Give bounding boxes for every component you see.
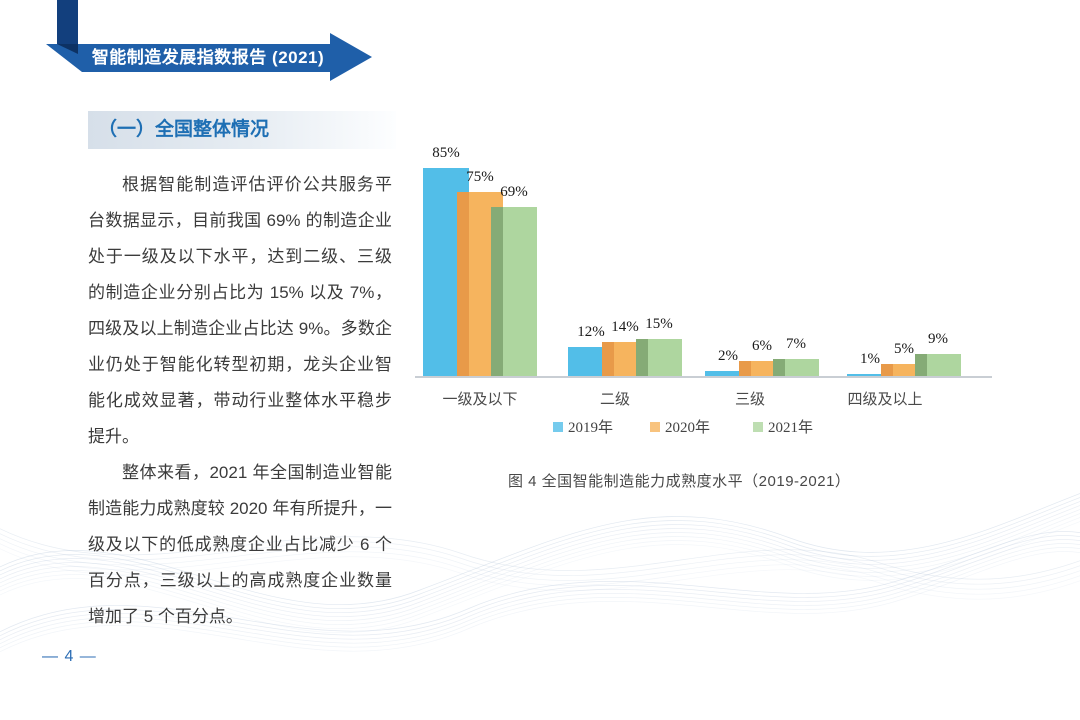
body-text: 根据智能制造评估评价公共服务平台数据显示，目前我国 69% 的制造企业处于一级及…: [88, 167, 392, 635]
x-axis-label: 三级: [734, 391, 765, 408]
bar-2019年-四级及以上: [847, 373, 893, 376]
body-paragraph-2: 整体来看，2021 年全国制造业智能制造能力成熟度较 2020 年有所提升，一级…: [88, 463, 392, 626]
legend-label: 2019年: [568, 420, 614, 436]
legend-swatch-icon: [650, 422, 660, 433]
bar-value-label: 15%: [645, 316, 673, 333]
header-ribbon: [46, 0, 372, 81]
bar-2021年-二级: [636, 339, 682, 376]
bar-value-label: 6%: [752, 338, 772, 355]
bar-2021年-四级及以上: [915, 353, 961, 376]
x-axis-label: 四级及以上: [847, 391, 923, 408]
body-paragraph-1: 根据智能制造评估评价公共服务平台数据显示，目前我国 69% 的制造企业处于一级及…: [88, 175, 392, 446]
bar-value-label: 1%: [860, 350, 880, 367]
ribbon-arrow-band: [46, 33, 372, 81]
legend-item: 2021年: [753, 416, 813, 436]
ribbon-vertical-bar: [57, 0, 78, 45]
bar-value-label: 9%: [928, 330, 948, 347]
bar-value-label: 12%: [577, 323, 605, 340]
bar-value-label: 7%: [786, 335, 806, 352]
ribbon-fold: [57, 44, 78, 54]
legend-swatch-icon: [753, 422, 763, 433]
section-heading: （一）全国整体情况: [88, 111, 396, 149]
x-axis-line: [415, 376, 992, 378]
legend-item: 2020年: [650, 416, 710, 436]
legend-label: 2021年: [768, 420, 814, 436]
legend-item: 2019年: [553, 416, 613, 436]
bar-2021年-三级: [773, 358, 819, 376]
bar-2019年-三级: [705, 371, 751, 376]
bar-value-label: 14%: [611, 318, 639, 335]
legend-label: 2020年: [665, 420, 711, 436]
x-axis-label: 二级: [599, 391, 630, 408]
bar-value-label: 75%: [466, 169, 494, 186]
legend-swatch-icon: [553, 422, 563, 433]
bar-chart: 85% 75% 69% 12% 14% 15% 2% 6% 7% 1% 5% 9% 一级及以下 二级 三级…: [415, 140, 1000, 440]
x-axis-label: 一级及以下: [442, 391, 518, 408]
bar-value-label: 5%: [894, 340, 914, 357]
bar-2021年-一级及以下: [491, 207, 537, 376]
bar-value-label: 2%: [718, 348, 738, 365]
bar-plot: 85% 75% 69% 12% 14% 15% 2% 6% 7% 1% 5% 9%: [415, 140, 1000, 376]
bar-value-label: 85%: [432, 145, 460, 161]
figure-caption: 图 4 全国智能制造能力成熟度水平（2019-2021）: [508, 473, 851, 490]
report-title: 智能制造发展指数报告 (2021): [91, 48, 325, 67]
bar-value-label: 69%: [500, 184, 528, 201]
page-number: — 4 —: [42, 648, 97, 665]
